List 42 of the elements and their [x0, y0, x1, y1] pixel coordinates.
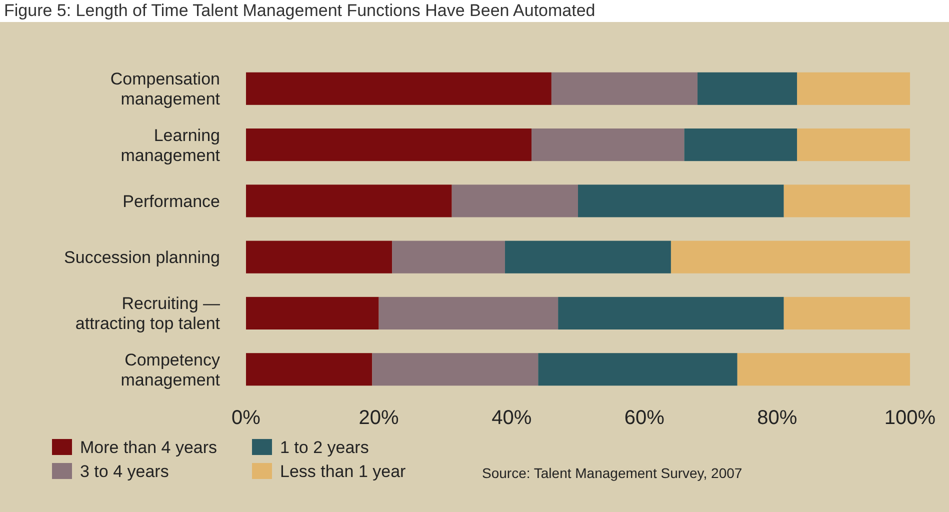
bar [378, 296, 558, 330]
x-tick-label: 0% [232, 407, 261, 429]
bar [372, 353, 538, 386]
y-tick-label: Succession planning [64, 248, 220, 268]
legend-label: 1 to 2 years [280, 438, 369, 457]
bar [737, 353, 910, 386]
bar [797, 128, 910, 162]
bar [558, 296, 784, 330]
bar [684, 128, 798, 162]
bar [532, 128, 684, 162]
bar [538, 353, 738, 386]
y-tick-label: Compensation management [110, 70, 220, 109]
x-tick-label: 20% [358, 407, 400, 429]
bar [784, 184, 910, 218]
bar [784, 296, 910, 330]
x-tick-label: 80% [757, 407, 798, 429]
legend-label: 3 to 4 years [80, 462, 169, 481]
y-tick-label: Learning management [120, 126, 220, 165]
chart-title: Figure 5: Length of Time Talent Management Functions Have Been Automated [4, 1, 596, 20]
legend-label: Less than 1 year [280, 462, 406, 481]
source-note: Source: Talent Management Survey, 2007 [482, 465, 742, 481]
x-tick-label: 100% [884, 407, 936, 429]
bar [246, 72, 552, 105]
x-tick-label: 60% [624, 407, 665, 429]
y-tick-label: Performance [122, 192, 220, 211]
y-tick-label: Competency management [120, 350, 220, 390]
bar [246, 128, 532, 162]
legend-label: More than 4 years [80, 438, 218, 457]
bar [246, 184, 452, 218]
bar [551, 72, 698, 105]
bar [246, 240, 392, 274]
bar [797, 72, 910, 105]
bar [504, 240, 671, 274]
x-tick-label: 40% [492, 407, 532, 429]
bar [452, 184, 578, 218]
bar [246, 296, 379, 330]
bar [578, 184, 784, 218]
bar [392, 240, 505, 274]
y-tick-label: Recruiting — attracting top talent [75, 294, 220, 334]
bar [670, 240, 910, 274]
bar [698, 72, 798, 105]
bar [246, 353, 372, 386]
